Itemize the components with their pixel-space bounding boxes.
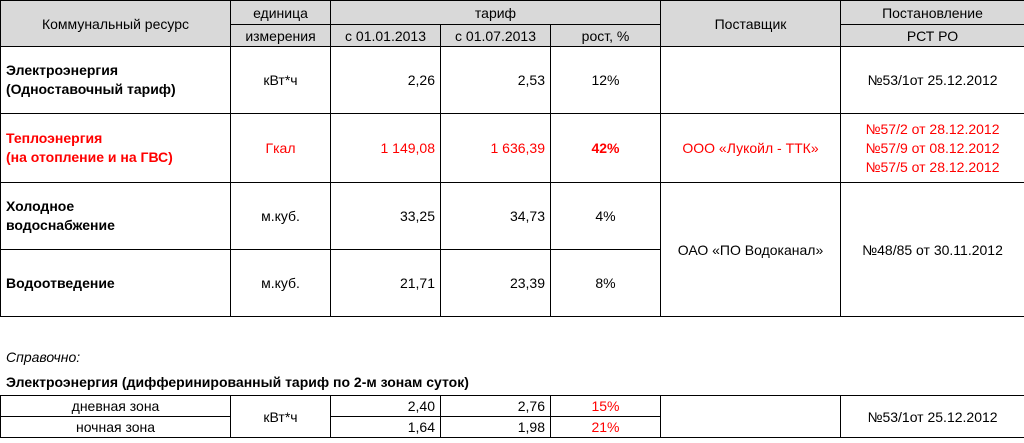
header-row: Коммунальный ресурс единица тариф Постав… [0, 0, 1024, 47]
tariff-table: Коммунальный ресурс единица тариф Постав… [0, 0, 1024, 317]
supplier-cell [660, 46, 841, 114]
resource-name: Водоотведение [0, 249, 231, 317]
tariff-jan-cell: 21,71 [330, 249, 441, 317]
unit-cell: кВт*ч [230, 46, 331, 114]
resource-name: Холодное водоснабжение [0, 182, 231, 250]
growth-cell: 4% [550, 182, 661, 250]
zone-decree-cell: №53/1от 25.12.2012 [840, 395, 1024, 438]
zone-tariff-jan: 1,64 [330, 416, 441, 438]
tariff-jul-cell: 1 636,39 [440, 113, 551, 183]
date1-header: с 01.01.2013 [330, 24, 441, 47]
decree-cell: №53/1от 25.12.2012 [840, 46, 1024, 114]
tariff-jul-cell: 23,39 [440, 249, 551, 317]
tariff-header: тариф [330, 0, 661, 25]
supplier-header: Поставщик [660, 0, 841, 47]
table-row: Холодное водоснабжение м.куб. 33,25 34,7… [0, 182, 1024, 317]
resource-name: Электроэнергия (Одноставочный тариф) [0, 46, 231, 114]
decree-header-line2: РСТ РО [840, 24, 1024, 47]
water-supplier-cell: ОАО «ПО Водоканал» [660, 182, 841, 317]
zone-tariff-table: дневная зона кВт*ч 2,40 2,76 15% №53/1от… [0, 395, 1024, 438]
tariff-jan-cell: 1 149,08 [330, 113, 441, 183]
growth-cell: 8% [550, 249, 661, 317]
growth-cell: 12% [550, 46, 661, 114]
decree-cell: №57/2 от 28.12.2012 №57/9 от 08.12.2012 … [840, 113, 1024, 183]
zone-name: дневная зона [0, 395, 231, 417]
supplier-cell: ООО «Лукойл - ТТК» [660, 113, 841, 183]
zone-row: ночная зона 1,64 1,98 21% [0, 416, 1024, 438]
unit-cell: м.куб. [230, 182, 331, 250]
table-row: Водоотведение м.куб. 21,71 23,39 8% [0, 249, 1024, 317]
tariff-jul-cell: 34,73 [440, 182, 551, 250]
resource-name: Теплоэнергия (на отопление и на ГВС) [0, 113, 231, 183]
unit-cell: м.куб. [230, 249, 331, 317]
date2-header: с 01.07.2013 [440, 24, 551, 47]
zone-name: ночная зона [0, 416, 231, 438]
decree-header-line1: Постановление [840, 0, 1024, 25]
zone-unit-cell: кВт*ч [230, 395, 331, 438]
tariff-jan-cell: 33,25 [330, 182, 441, 250]
growth-header: рост, % [550, 24, 661, 47]
zone-tariff-jul: 2,76 [440, 395, 551, 417]
unit-header-line1: единица [230, 0, 331, 25]
table-row: Электроэнергия (Одноставочный тариф) кВт… [0, 46, 1024, 114]
table-row: Теплоэнергия (на отопление и на ГВС) Гка… [0, 113, 1024, 183]
header-subrow: измерения с 01.01.2013 с 01.07.2013 рост… [1, 24, 1024, 47]
reference-title: Электроэнергия (дифферинированный тариф … [6, 374, 469, 390]
unit-cell: Гкал [230, 113, 331, 183]
reference-label: Справочно: [6, 349, 81, 365]
zone-tariff-jan: 2,40 [330, 395, 441, 417]
zone-tariff-jul: 1,98 [440, 416, 551, 438]
tariff-jan-cell: 2,26 [330, 46, 441, 114]
water-decree-cell: №48/85 от 30.11.2012 [840, 182, 1024, 317]
resource-header: Коммунальный ресурс [0, 0, 231, 47]
growth-cell: 42% [550, 113, 661, 183]
zone-row: дневная зона кВт*ч 2,40 2,76 15% №53/1от… [0, 395, 1024, 438]
zone-growth: 15% [550, 395, 661, 417]
tariff-jul-cell: 2,53 [440, 46, 551, 114]
zone-growth: 21% [550, 416, 661, 438]
zone-supplier-cell [660, 395, 841, 438]
unit-header-line2: измерения [230, 24, 331, 47]
